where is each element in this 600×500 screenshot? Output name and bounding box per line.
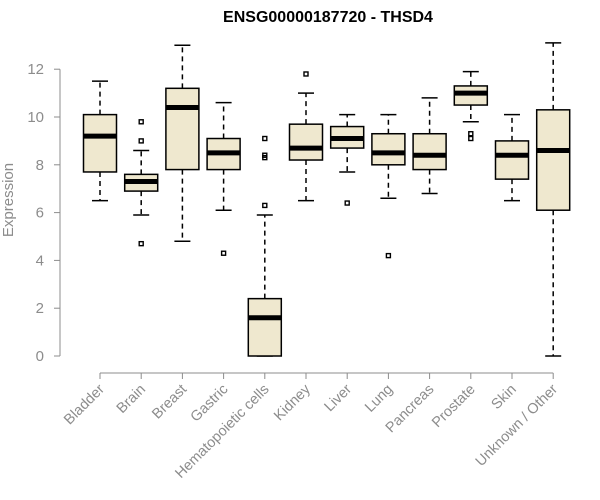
x-tick-label: Kidney	[271, 381, 314, 424]
y-axis-label: Expression	[0, 163, 17, 237]
box-pancreas	[412, 97, 447, 195]
box-breast	[165, 44, 200, 243]
box-body	[288, 123, 324, 161]
y-tick-label: 6	[36, 205, 44, 222]
box-body	[371, 132, 406, 166]
outlier-point	[138, 119, 144, 125]
x-tick-label: Bladder	[61, 381, 108, 428]
y-tick-label: 0	[36, 348, 44, 365]
outlier-point	[138, 138, 144, 144]
box-skin	[494, 113, 530, 202]
box-body	[412, 132, 447, 171]
outlier-point	[262, 154, 268, 161]
box-brain	[123, 119, 159, 247]
outlier-point	[138, 240, 144, 247]
outlier-point	[344, 200, 350, 206]
x-tick-label: Liver	[321, 381, 355, 415]
box-body	[165, 87, 200, 171]
x-tick-label: Brain	[114, 382, 149, 417]
y-tick-label: 12	[27, 61, 44, 78]
x-tick-label: Breast	[149, 382, 190, 423]
x-tick-label: Lung	[362, 382, 396, 416]
plot-area	[82, 42, 571, 357]
box-body	[247, 297, 283, 357]
chart-title: ENSG00000187720 - THSD4	[223, 9, 433, 26]
box-gastric	[206, 101, 241, 256]
x-tick-label: Prostate	[429, 382, 478, 431]
box-body	[82, 113, 118, 173]
box-liver	[329, 113, 365, 206]
outlier-point	[385, 252, 392, 259]
y-tick-label: 8	[36, 157, 44, 174]
outlier-point	[468, 131, 474, 137]
y-tick-label: 4	[36, 252, 44, 269]
outlier-point	[262, 202, 268, 209]
outlier-point	[220, 250, 227, 256]
outlier-point	[468, 135, 474, 142]
y-tick-label: 2	[36, 300, 44, 317]
y-axis: 0 2 4 6 8 10 12	[27, 61, 61, 365]
outlier-point	[262, 135, 268, 142]
box-kidney	[288, 71, 324, 202]
y-tick-label: 10	[27, 109, 44, 126]
outlier-point	[303, 71, 309, 77]
x-tick-label: Skin	[489, 382, 520, 413]
box-unknown-other	[535, 42, 571, 357]
box-prostate	[453, 70, 489, 142]
box-hematopoietic-cells	[247, 135, 283, 357]
box-lung	[371, 113, 406, 259]
box-body	[535, 109, 571, 211]
box-body	[494, 140, 530, 180]
box-bladder	[82, 80, 118, 202]
